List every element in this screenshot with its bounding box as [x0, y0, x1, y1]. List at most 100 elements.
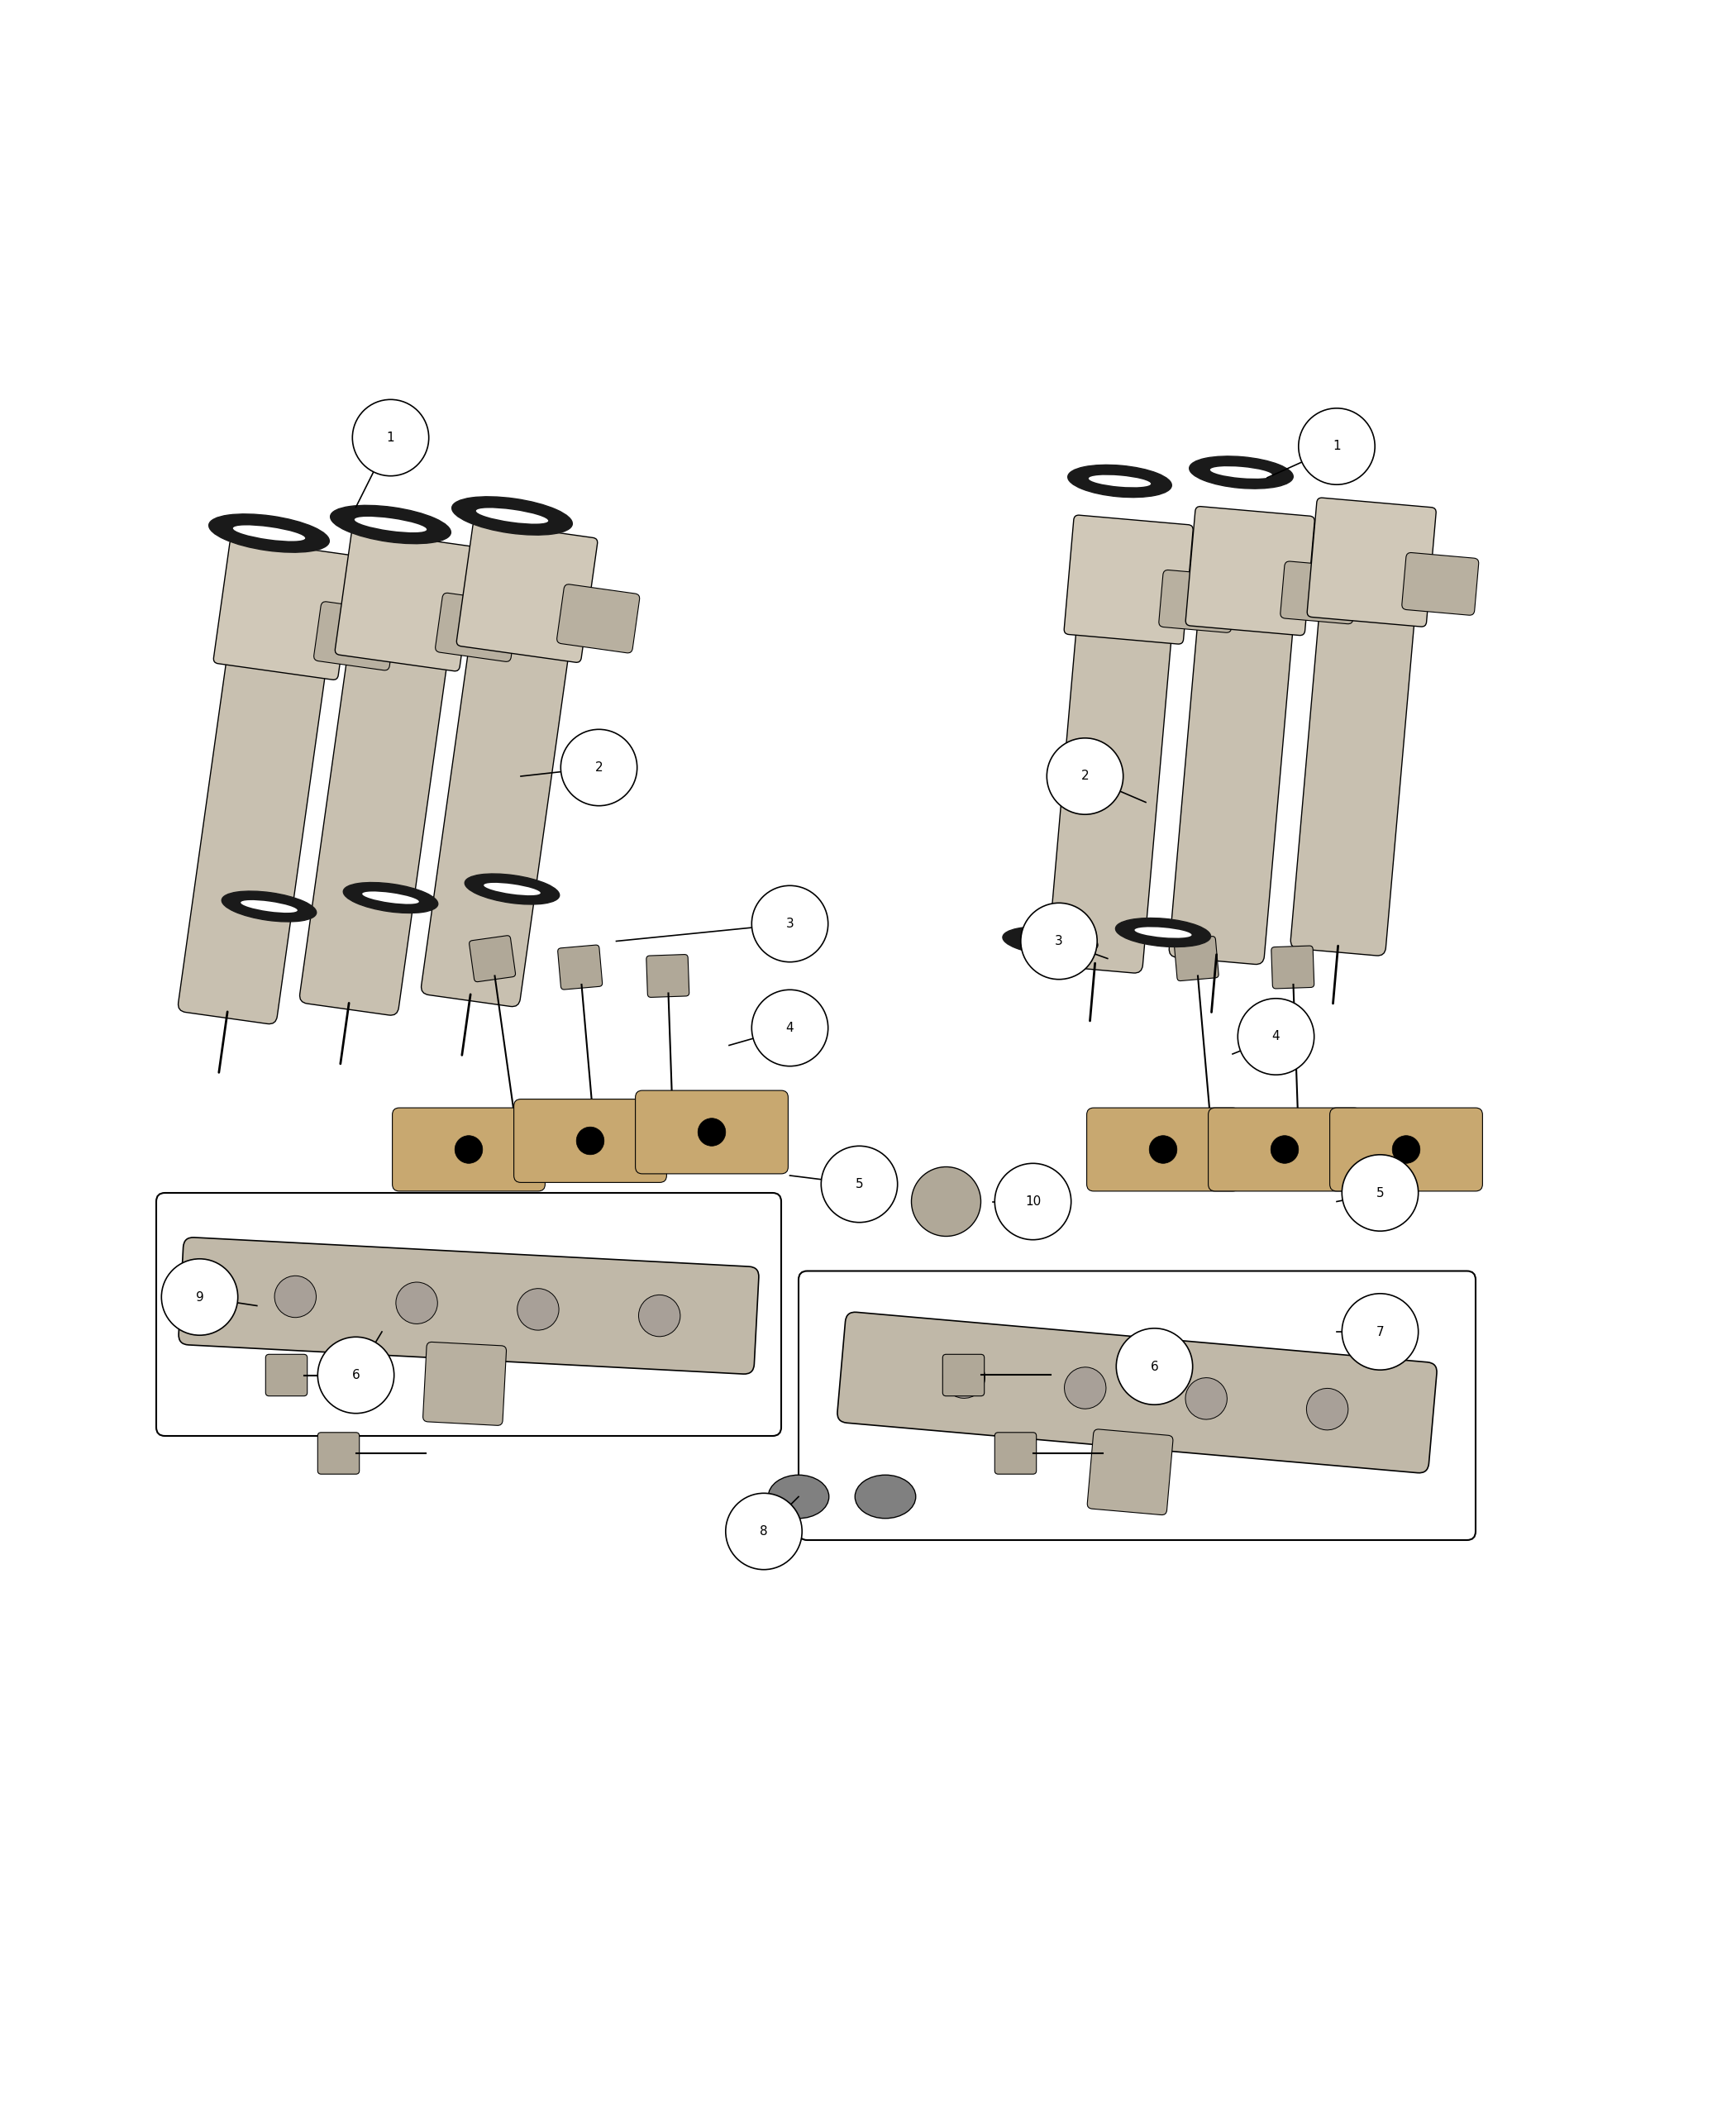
- Ellipse shape: [451, 497, 573, 535]
- Circle shape: [274, 1275, 316, 1318]
- Ellipse shape: [363, 892, 418, 904]
- Ellipse shape: [767, 1476, 830, 1518]
- Text: 3: 3: [1055, 936, 1062, 946]
- Circle shape: [726, 1492, 802, 1570]
- Circle shape: [1392, 1136, 1420, 1164]
- FancyBboxPatch shape: [1271, 946, 1314, 989]
- Circle shape: [1299, 409, 1375, 485]
- FancyBboxPatch shape: [179, 1237, 759, 1374]
- FancyBboxPatch shape: [424, 1343, 507, 1425]
- Circle shape: [1307, 1389, 1349, 1429]
- FancyArrowPatch shape: [1333, 946, 1338, 1003]
- Ellipse shape: [1135, 928, 1191, 938]
- FancyBboxPatch shape: [1047, 607, 1174, 974]
- FancyBboxPatch shape: [1208, 1109, 1361, 1191]
- FancyBboxPatch shape: [1087, 1109, 1240, 1191]
- FancyBboxPatch shape: [837, 1311, 1437, 1473]
- Ellipse shape: [354, 516, 427, 533]
- FancyBboxPatch shape: [1174, 936, 1219, 980]
- Circle shape: [161, 1258, 238, 1334]
- Text: 1: 1: [1333, 441, 1340, 453]
- Text: 10: 10: [1024, 1195, 1042, 1208]
- Circle shape: [1149, 1136, 1177, 1164]
- Circle shape: [517, 1288, 559, 1330]
- Text: 4: 4: [786, 1022, 793, 1035]
- Circle shape: [1064, 1368, 1106, 1408]
- FancyBboxPatch shape: [214, 540, 354, 679]
- FancyBboxPatch shape: [1290, 588, 1417, 955]
- Text: 2: 2: [1082, 769, 1088, 782]
- Circle shape: [561, 729, 637, 805]
- FancyBboxPatch shape: [1186, 506, 1314, 635]
- FancyBboxPatch shape: [1087, 1429, 1174, 1516]
- Circle shape: [639, 1294, 681, 1336]
- FancyBboxPatch shape: [995, 1433, 1036, 1473]
- Circle shape: [995, 1164, 1071, 1240]
- Circle shape: [318, 1336, 394, 1412]
- Circle shape: [455, 1136, 483, 1164]
- FancyBboxPatch shape: [1307, 497, 1436, 626]
- Text: 4: 4: [1272, 1031, 1279, 1043]
- FancyBboxPatch shape: [422, 618, 571, 1006]
- Ellipse shape: [1068, 466, 1172, 497]
- Circle shape: [1047, 738, 1123, 814]
- Ellipse shape: [465, 875, 559, 904]
- Circle shape: [576, 1128, 604, 1155]
- FancyBboxPatch shape: [335, 531, 476, 670]
- FancyBboxPatch shape: [457, 521, 597, 662]
- Text: 3: 3: [786, 917, 793, 930]
- Text: 2: 2: [595, 761, 602, 774]
- FancyBboxPatch shape: [318, 1433, 359, 1473]
- Ellipse shape: [1116, 917, 1210, 946]
- Ellipse shape: [484, 883, 540, 896]
- Circle shape: [1238, 999, 1314, 1075]
- Ellipse shape: [222, 892, 316, 921]
- FancyBboxPatch shape: [557, 944, 602, 989]
- Text: 6: 6: [1151, 1360, 1158, 1372]
- FancyBboxPatch shape: [392, 1109, 545, 1191]
- Ellipse shape: [208, 514, 330, 552]
- Ellipse shape: [233, 525, 306, 542]
- Circle shape: [943, 1358, 984, 1398]
- Circle shape: [352, 401, 429, 476]
- FancyBboxPatch shape: [1281, 561, 1358, 624]
- Circle shape: [1186, 1379, 1227, 1419]
- Circle shape: [1342, 1294, 1418, 1370]
- FancyBboxPatch shape: [179, 637, 328, 1024]
- Text: 5: 5: [1377, 1187, 1384, 1199]
- Circle shape: [1271, 1136, 1299, 1164]
- FancyBboxPatch shape: [1160, 569, 1236, 632]
- Circle shape: [1342, 1155, 1418, 1231]
- Text: 8: 8: [760, 1526, 767, 1537]
- Ellipse shape: [476, 508, 549, 523]
- FancyBboxPatch shape: [1168, 599, 1295, 963]
- FancyBboxPatch shape: [514, 1098, 667, 1183]
- FancyBboxPatch shape: [314, 601, 396, 670]
- Circle shape: [752, 991, 828, 1067]
- Ellipse shape: [1003, 928, 1097, 955]
- FancyArrowPatch shape: [219, 1012, 227, 1073]
- Circle shape: [1021, 902, 1097, 980]
- Text: 5: 5: [856, 1178, 863, 1191]
- Ellipse shape: [1189, 455, 1293, 489]
- Ellipse shape: [1210, 466, 1272, 479]
- FancyBboxPatch shape: [300, 626, 450, 1016]
- Ellipse shape: [1023, 936, 1078, 946]
- Circle shape: [821, 1147, 898, 1223]
- FancyArrowPatch shape: [1212, 955, 1217, 1012]
- Circle shape: [752, 885, 828, 961]
- FancyBboxPatch shape: [436, 592, 517, 662]
- Circle shape: [1116, 1328, 1193, 1404]
- Circle shape: [911, 1168, 981, 1235]
- Text: 6: 6: [352, 1368, 359, 1381]
- FancyBboxPatch shape: [557, 584, 639, 653]
- Ellipse shape: [854, 1476, 917, 1518]
- FancyArrowPatch shape: [340, 1003, 349, 1065]
- FancyBboxPatch shape: [1330, 1109, 1483, 1191]
- Circle shape: [396, 1282, 437, 1324]
- FancyBboxPatch shape: [469, 936, 516, 982]
- Text: 9: 9: [196, 1290, 203, 1303]
- FancyBboxPatch shape: [1064, 514, 1193, 645]
- Ellipse shape: [344, 883, 437, 913]
- FancyBboxPatch shape: [646, 955, 689, 997]
